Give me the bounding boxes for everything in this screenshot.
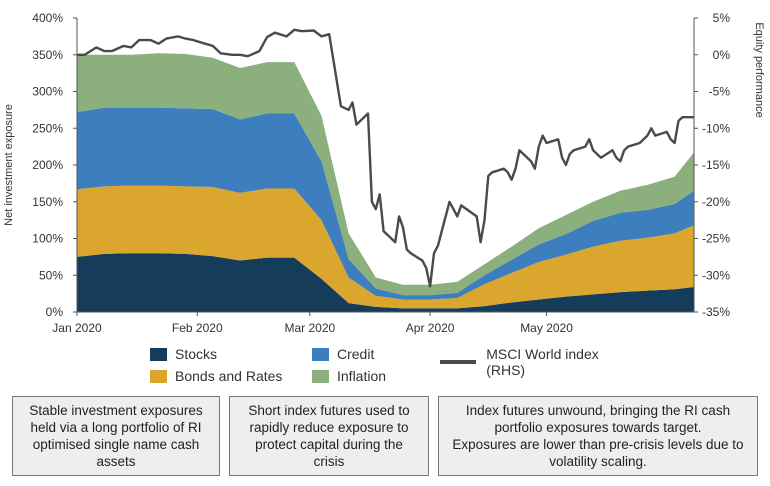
legend-swatch-credit	[312, 347, 329, 361]
axes: 0% 50% 100% 150% 200% 250% 300% 350% 400% 5% 0% -5%…	[3, 11, 765, 335]
callout-left-text: Stable investment exposures held via a l…	[29, 403, 203, 469]
legend-label-inflation: Inflation	[337, 368, 387, 384]
area-bonds-and-rates	[77, 185, 694, 309]
msci-world-index-line	[77, 28, 694, 288]
legend-item-stocks: Stocks	[150, 346, 217, 362]
x-tick-label: Mar 2020	[284, 321, 335, 335]
y-right-tick-label: -35%	[702, 305, 730, 319]
y-left-tick-label: 0%	[46, 305, 64, 319]
x-tick-label: Apr 2020	[406, 321, 455, 335]
y-left-tick-label: 300%	[32, 85, 63, 99]
y-right-tick-label: -15%	[702, 158, 730, 172]
legend-swatch-stocks	[150, 347, 167, 361]
legend: Stocks Credit MSCI World index (RHS) Bon…	[150, 346, 620, 390]
y-right-tick-label: -20%	[702, 195, 730, 209]
y-right-tick-label: 0%	[713, 48, 731, 62]
legend-swatch-bonds	[150, 369, 167, 383]
callout-futures-unwound: Index futures unwound, bringing the RI c…	[438, 396, 758, 476]
legend-item-msci: MSCI World index (RHS)	[440, 346, 620, 378]
callout-middle-text: Short index futures used to rapidly redu…	[248, 403, 410, 469]
y-right-tick-label: 5%	[713, 11, 731, 25]
callout-right-text-2: Exposures are lower than pre-crisis leve…	[452, 437, 744, 469]
legend-item-credit: Credit	[312, 346, 374, 362]
index-line-layer	[77, 28, 694, 288]
y-left-tick-label: 350%	[32, 48, 63, 62]
exposure-chart: 0% 50% 100% 150% 200% 250% 300% 350% 400% 5% 0% -5%…	[3, 11, 765, 335]
area-stocks	[77, 253, 694, 312]
legend-swatch-msci	[440, 360, 477, 364]
y-left-axis-title: Net investment exposure	[3, 104, 15, 226]
y-left-tick-label: 100%	[32, 232, 63, 246]
y-left-tick-label: 200%	[32, 158, 63, 172]
area-layers	[77, 53, 694, 312]
y-left-tick-label: 400%	[32, 11, 63, 25]
legend-item-inflation: Inflation	[312, 368, 386, 384]
y-left-tick-label: 250%	[32, 121, 63, 135]
y-left-tick-label: 150%	[32, 195, 63, 209]
callout-stable-exposures: Stable investment exposures held via a l…	[12, 396, 220, 476]
x-tick-label: Jan 2020	[52, 321, 102, 335]
y-left-tick-label: 50%	[39, 268, 63, 282]
y-right-tick-label: -5%	[709, 85, 731, 99]
callout-right-text-1: Index futures unwound, bringing the RI c…	[465, 403, 731, 435]
y-right-axis-title: Equity performance	[753, 22, 765, 117]
callout-short-futures: Short index futures used to rapidly redu…	[229, 396, 429, 476]
x-tick-label: May 2020	[520, 321, 573, 335]
legend-label-credit: Credit	[337, 346, 375, 362]
legend-label-bonds: Bonds and Rates	[175, 368, 283, 384]
legend-swatch-inflation	[312, 369, 329, 383]
y-right-tick-label: -25%	[702, 232, 730, 246]
area-inflation	[77, 53, 694, 296]
x-tick-label: Feb 2020	[172, 321, 223, 335]
legend-label-msci: MSCI World index (RHS)	[486, 346, 599, 378]
legend-label-stocks: Stocks	[175, 346, 218, 362]
y-right-tick-label: -30%	[702, 268, 730, 282]
legend-item-bonds: Bonds and Rates	[150, 368, 282, 384]
area-credit	[77, 107, 694, 300]
y-right-tick-label: -10%	[702, 121, 730, 135]
